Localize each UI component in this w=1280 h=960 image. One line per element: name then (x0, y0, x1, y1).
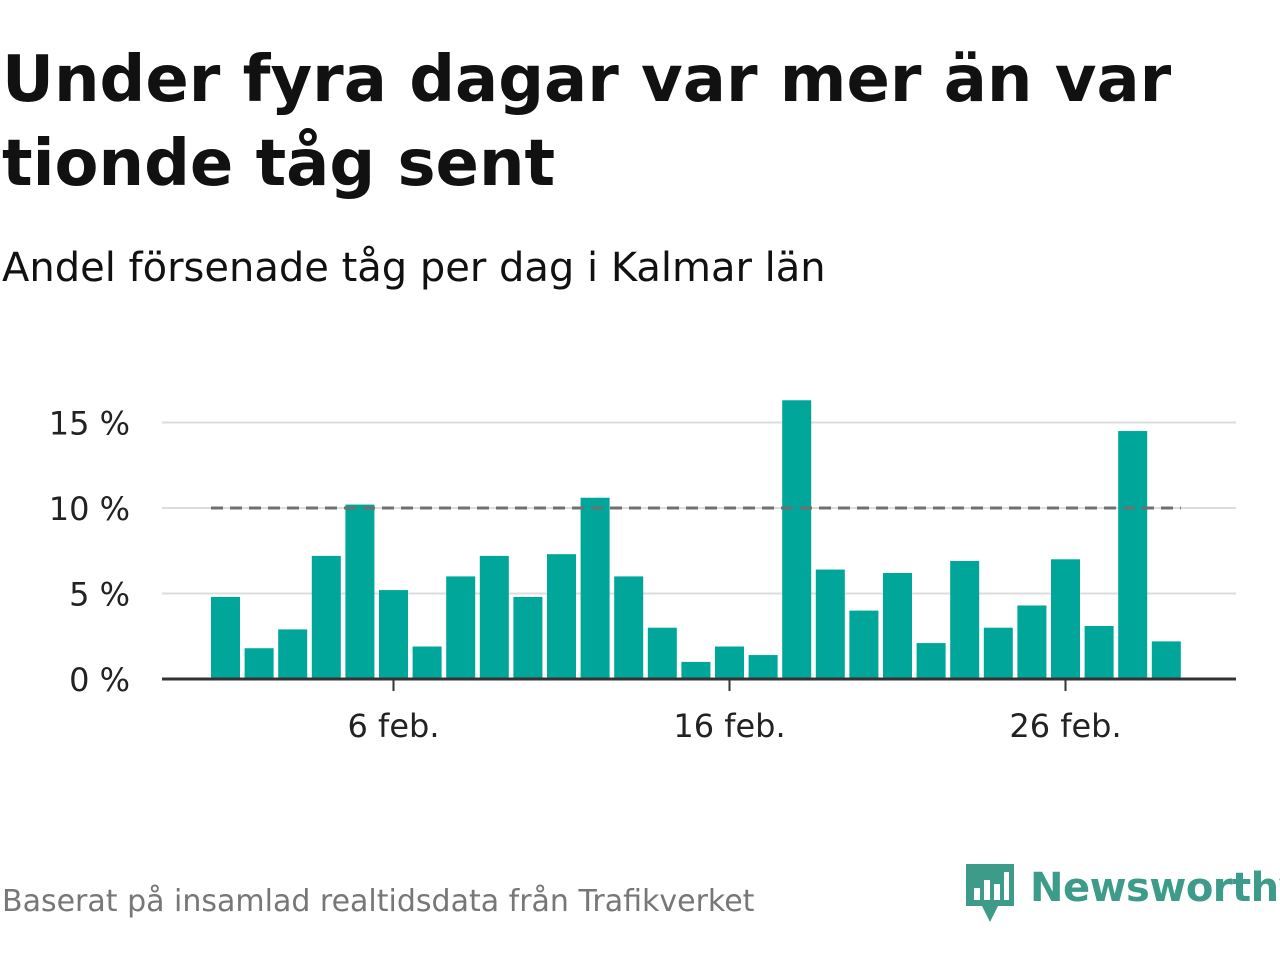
source-note: Baserat på insamlad realtidsdata från Tr… (2, 884, 755, 919)
bar (1118, 431, 1148, 679)
bar (446, 576, 476, 679)
chart-subtitle: Andel försenade tåg per dag i Kalmar län (2, 245, 826, 291)
bar (647, 627, 677, 679)
bar (547, 554, 576, 679)
y-tick-label: 5 % (69, 576, 130, 614)
bar (580, 497, 610, 679)
bar (345, 504, 375, 679)
bar (412, 646, 442, 679)
y-tick-label: 10 % (49, 490, 130, 528)
bar (513, 596, 543, 679)
bar (311, 555, 341, 679)
bar (1084, 625, 1114, 679)
brand-logo: Newsworthy (964, 862, 1280, 924)
bar (1151, 641, 1181, 679)
chart-title: Under fyra dagar var mer än var tionde t… (2, 43, 1172, 201)
bar (715, 646, 744, 679)
newsworthy-logo-icon (966, 864, 1014, 922)
bar (244, 648, 274, 679)
y-axis-labels: 0 % 5 % 10 % 15 % (49, 405, 130, 700)
bar (379, 590, 408, 679)
bar (950, 561, 980, 679)
bar (1017, 605, 1047, 679)
bar (1051, 559, 1080, 679)
y-tick-label: 15 % (49, 405, 130, 443)
x-tick-label: 26 feb. (1009, 707, 1121, 745)
bar (983, 627, 1013, 679)
bar (211, 596, 240, 679)
bar (916, 643, 946, 679)
x-tick-label: 16 feb. (673, 707, 785, 745)
bar (278, 629, 308, 679)
bar (815, 569, 845, 679)
y-tick-label: 0 % (69, 661, 130, 699)
bars (211, 400, 1181, 679)
bar-chart: 0 % 5 % 10 % 15 % 6 feb. 16 feb. 26 feb. (49, 400, 1236, 745)
bar (782, 400, 812, 679)
bar (681, 661, 711, 679)
bar (479, 555, 509, 679)
x-axis: 6 feb. 16 feb. 26 feb. (162, 677, 1236, 745)
bar (614, 576, 644, 679)
bar (849, 610, 879, 679)
brand-name: Newsworthy (1030, 865, 1280, 911)
bar (883, 572, 912, 679)
x-tick-label: 6 feb. (348, 707, 440, 745)
bar (748, 655, 778, 679)
